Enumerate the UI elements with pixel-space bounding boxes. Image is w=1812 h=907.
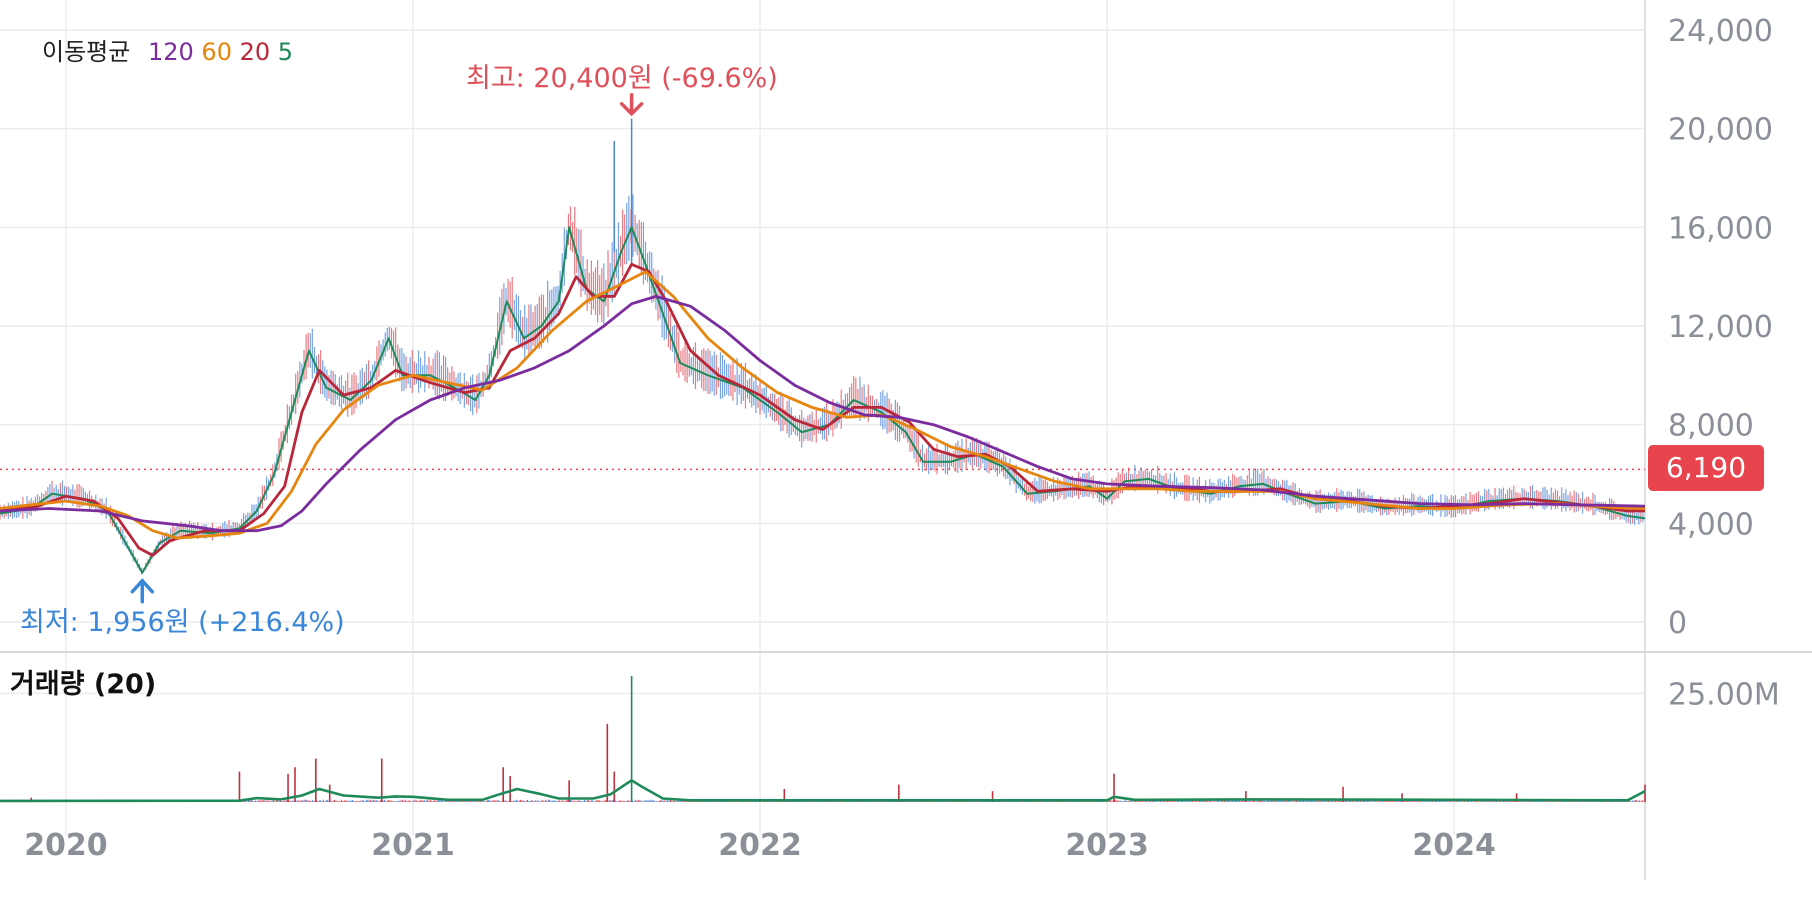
price-tick-label: 4,000 xyxy=(1668,507,1754,542)
price-tick-label: 0 xyxy=(1668,606,1687,641)
candles-group xyxy=(0,194,1644,575)
volume-ma-line xyxy=(0,779,1646,803)
legend-title: 이동평균 xyxy=(42,38,131,66)
legend-item-120: 120 xyxy=(147,38,194,66)
low-price-annotation: 최저: 1,956원 (+216.4%) xyxy=(20,607,345,638)
price-tick-label: 20,000 xyxy=(1668,113,1773,148)
x-tick-label: 2022 xyxy=(718,828,802,863)
legend-item-20: 20 xyxy=(239,38,271,66)
price-tick-label: 12,000 xyxy=(1668,310,1773,345)
price-tick-label: 16,000 xyxy=(1668,211,1773,246)
legend-item-60: 60 xyxy=(201,38,232,66)
price-tick-label: 8,000 xyxy=(1668,409,1754,444)
volume-panel-title: 거래량 (20) xyxy=(10,669,157,700)
moving-average-legend: 이동평균 120 60 20 5 xyxy=(42,32,297,67)
x-tick-label: 2023 xyxy=(1065,828,1149,863)
volume-bars-group xyxy=(0,676,1646,802)
current-price-tag: 6,190 xyxy=(1648,445,1764,491)
x-tick-label: 2024 xyxy=(1412,828,1496,863)
low-arrow-icon xyxy=(130,578,155,604)
ma-line-120 xyxy=(0,295,1646,533)
high-price-annotation: 최고: 20,400원 (-69.6%) xyxy=(466,63,778,94)
price-tick-label: 24,000 xyxy=(1668,14,1773,49)
x-tick-label: 2020 xyxy=(24,828,108,863)
x-tick-label: 2021 xyxy=(371,828,455,863)
ma-line-60 xyxy=(0,270,1646,540)
volume-tick-label: 25.00M xyxy=(1668,677,1780,712)
legend-item-5: 5 xyxy=(277,38,294,66)
high-arrow-icon xyxy=(619,93,644,117)
